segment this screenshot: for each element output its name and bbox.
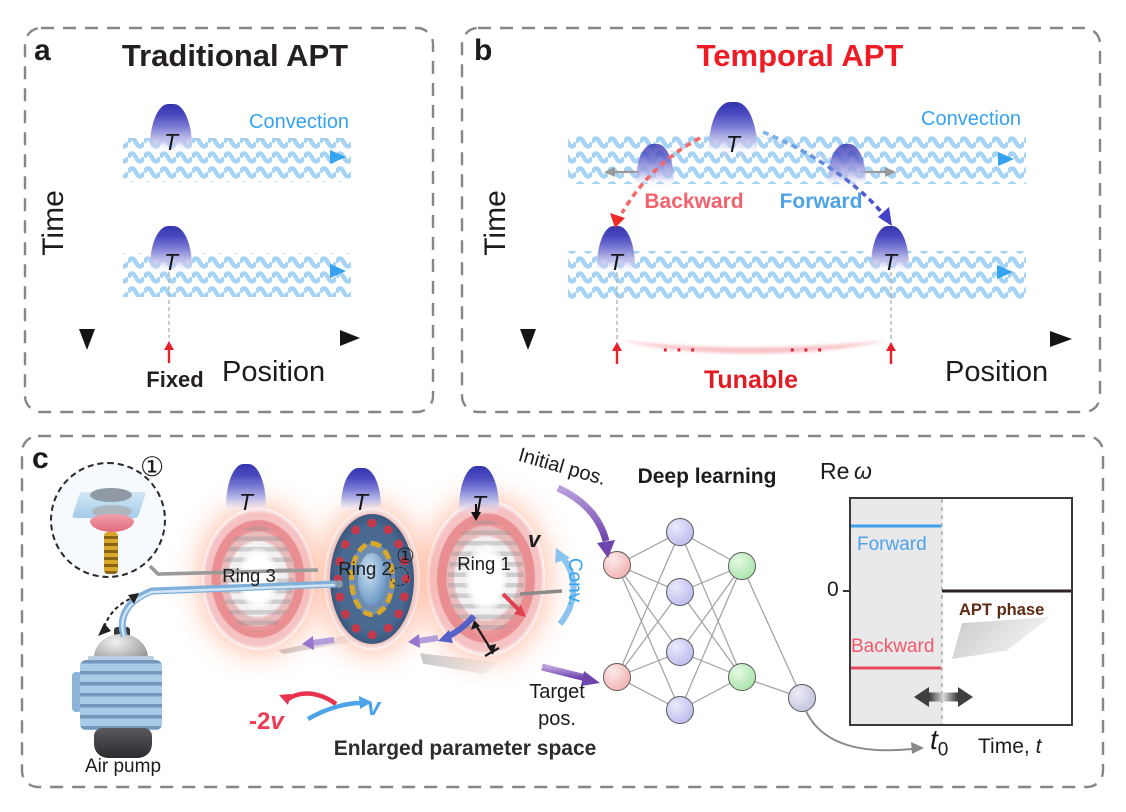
air-pump-label: Air pump bbox=[84, 756, 162, 777]
target-pos-line2: pos. bbox=[538, 708, 576, 730]
conv-label: Conv. bbox=[564, 557, 585, 607]
neg-2v-label: -2v bbox=[249, 708, 284, 736]
ring-marker: ① bbox=[396, 545, 415, 568]
time-axis-label-b: Time bbox=[479, 190, 512, 256]
panel-a-label: a bbox=[34, 34, 51, 67]
tunable-label: Tunable bbox=[704, 366, 798, 394]
panel-b-title: Temporal APT bbox=[696, 38, 904, 73]
re-omega-label: Re ω bbox=[820, 458, 872, 485]
convection-label-a: Convection bbox=[249, 111, 350, 133]
apt-phase-label: APT phase bbox=[959, 601, 1045, 619]
plot-zero-label: 0 bbox=[827, 578, 839, 601]
panel-b-label: b bbox=[474, 34, 493, 67]
enlarged-parameter-space-label: Enlarged parameter space bbox=[333, 737, 597, 760]
ring-1-label: Ring 1 bbox=[457, 553, 511, 574]
neg-2v-var: v bbox=[270, 708, 284, 735]
dots-left: ··· bbox=[662, 340, 704, 362]
dots-right: ··· bbox=[789, 340, 831, 362]
v-blue-label: v bbox=[367, 694, 381, 721]
velocity-label: v bbox=[528, 527, 541, 552]
target-pos-label: Target pos. bbox=[520, 679, 594, 733]
omega-symbol: ω bbox=[854, 458, 872, 484]
fixed-label: Fixed bbox=[146, 367, 204, 392]
ring-2-label: Ring 2 bbox=[338, 558, 392, 579]
time-var: t bbox=[1035, 735, 1042, 758]
plot-backward-label: Backward bbox=[851, 636, 935, 657]
t0-label: t0 bbox=[930, 724, 948, 762]
plot-forward-label: Forward bbox=[857, 534, 927, 555]
time-t-label: Time, t bbox=[978, 735, 1041, 759]
deep-learning-label: Deep learning bbox=[637, 465, 777, 488]
time-axis-label-a: Time bbox=[37, 190, 70, 256]
panel-c-label: c bbox=[32, 442, 49, 475]
position-label-a: Position bbox=[222, 356, 326, 388]
position-label-b: Position bbox=[945, 356, 1049, 388]
ring-marker-circle bbox=[390, 567, 409, 586]
time-prefix: Time, bbox=[978, 735, 1030, 758]
panel-a-title: Traditional APT bbox=[121, 38, 349, 73]
backward-label: Backward bbox=[644, 190, 744, 213]
t0-sub: 0 bbox=[937, 739, 949, 761]
forward-label: Forward bbox=[779, 190, 863, 213]
inset-marker: ① bbox=[140, 452, 165, 482]
neg-2v-prefix: -2 bbox=[249, 708, 271, 735]
initial-pos-label: Initial pos. bbox=[515, 444, 609, 491]
ring-3-label: Ring 3 bbox=[222, 565, 276, 586]
t0-var: t bbox=[930, 724, 938, 755]
target-pos-line1: Target bbox=[529, 681, 585, 703]
convection-label-b: Convection bbox=[921, 108, 1022, 130]
re-label: Re bbox=[820, 458, 850, 484]
